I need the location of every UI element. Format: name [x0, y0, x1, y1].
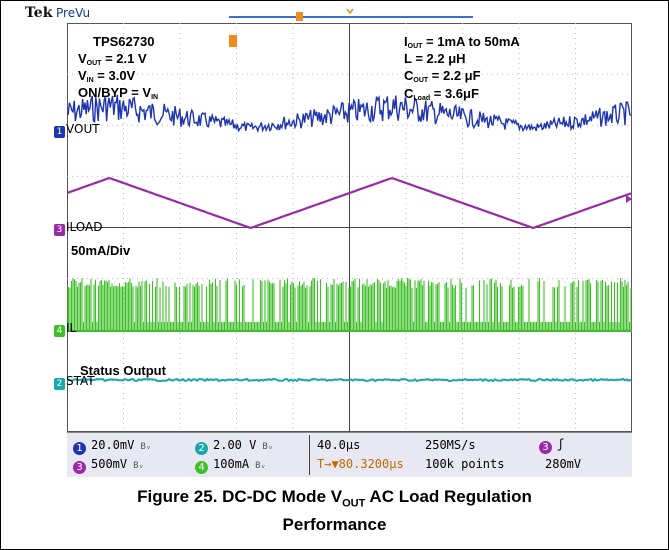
vout-note: VOUT = 2.1 V [78, 51, 147, 67]
trigger-time-marker [229, 35, 237, 47]
scope-top-bar: Tek PreVu [1, 1, 666, 23]
cout-note: COUT = 2.2 μF [404, 68, 481, 84]
brand-logo: Tek [25, 5, 53, 21]
vin-note: VIN = 3.0V [78, 68, 136, 84]
channel-2-marker[interactable]: 2 STAT [54, 374, 95, 390]
scope-status-bar: 1 20.0mV Bᵥ 2 2.00 V Bᵥ 3 500mV Bᵥ 4 100mA Bᵥ 40… [67, 432, 632, 477]
cload-note: CLoad = 3.6μF [404, 86, 479, 102]
iload-trace [67, 176, 632, 230]
ch1-scale[interactable]: 1 20.0mV Bᵥ [73, 438, 151, 455]
trigger-slope-icon: ʃ [557, 437, 565, 451]
caption-line-1: Figure 25. DC-DC Mode VOUT AC Load Regul… [137, 487, 532, 510]
status-divider [309, 435, 310, 475]
trigger-level-marker [626, 195, 632, 203]
trigger-position[interactable]: T→▼80.3200µs [317, 457, 404, 471]
timebase[interactable]: 40.0µs [317, 438, 361, 452]
il-trace [67, 278, 632, 331]
current-scale-note: 50mA/Div [71, 243, 131, 258]
part-number: TPS62730 [93, 34, 155, 49]
channel-1-marker[interactable]: 1 VOUT [54, 122, 100, 138]
stat-trace [67, 377, 632, 383]
record-length: 100k points [425, 457, 505, 471]
ch4-scale[interactable]: 4 100mA Bᵥ [195, 457, 266, 474]
channel-4-marker[interactable]: 4 IL [54, 321, 76, 337]
ch2-scale[interactable]: 2 2.00 V Bᵥ [195, 438, 273, 455]
inductor-note: L = 2.2 μH [404, 51, 466, 66]
caption-line-2: Performance [282, 515, 387, 535]
waveform-area [67, 23, 632, 432]
onbyp-note: ON/BYP = VIN [78, 85, 159, 101]
sample-rate: 250MS/s [425, 438, 476, 452]
oscilloscope-display [67, 23, 632, 432]
record-position-indicator [229, 8, 473, 21]
trigger-level[interactable]: 280mV [545, 457, 582, 471]
figure-caption: Figure 25. DC-DC Mode VOUT AC Load Regul… [0, 486, 669, 536]
iout-note: IOUT = 1mA to 50mA [404, 34, 520, 50]
acquisition-mode: PreVu [56, 6, 91, 20]
ch3-scale[interactable]: 3 500mV Bᵥ [73, 457, 144, 474]
vout-trace [67, 94, 632, 134]
channel-3-marker[interactable]: 3 ILOAD [54, 220, 102, 236]
status-output-note: Status Output [80, 363, 166, 378]
